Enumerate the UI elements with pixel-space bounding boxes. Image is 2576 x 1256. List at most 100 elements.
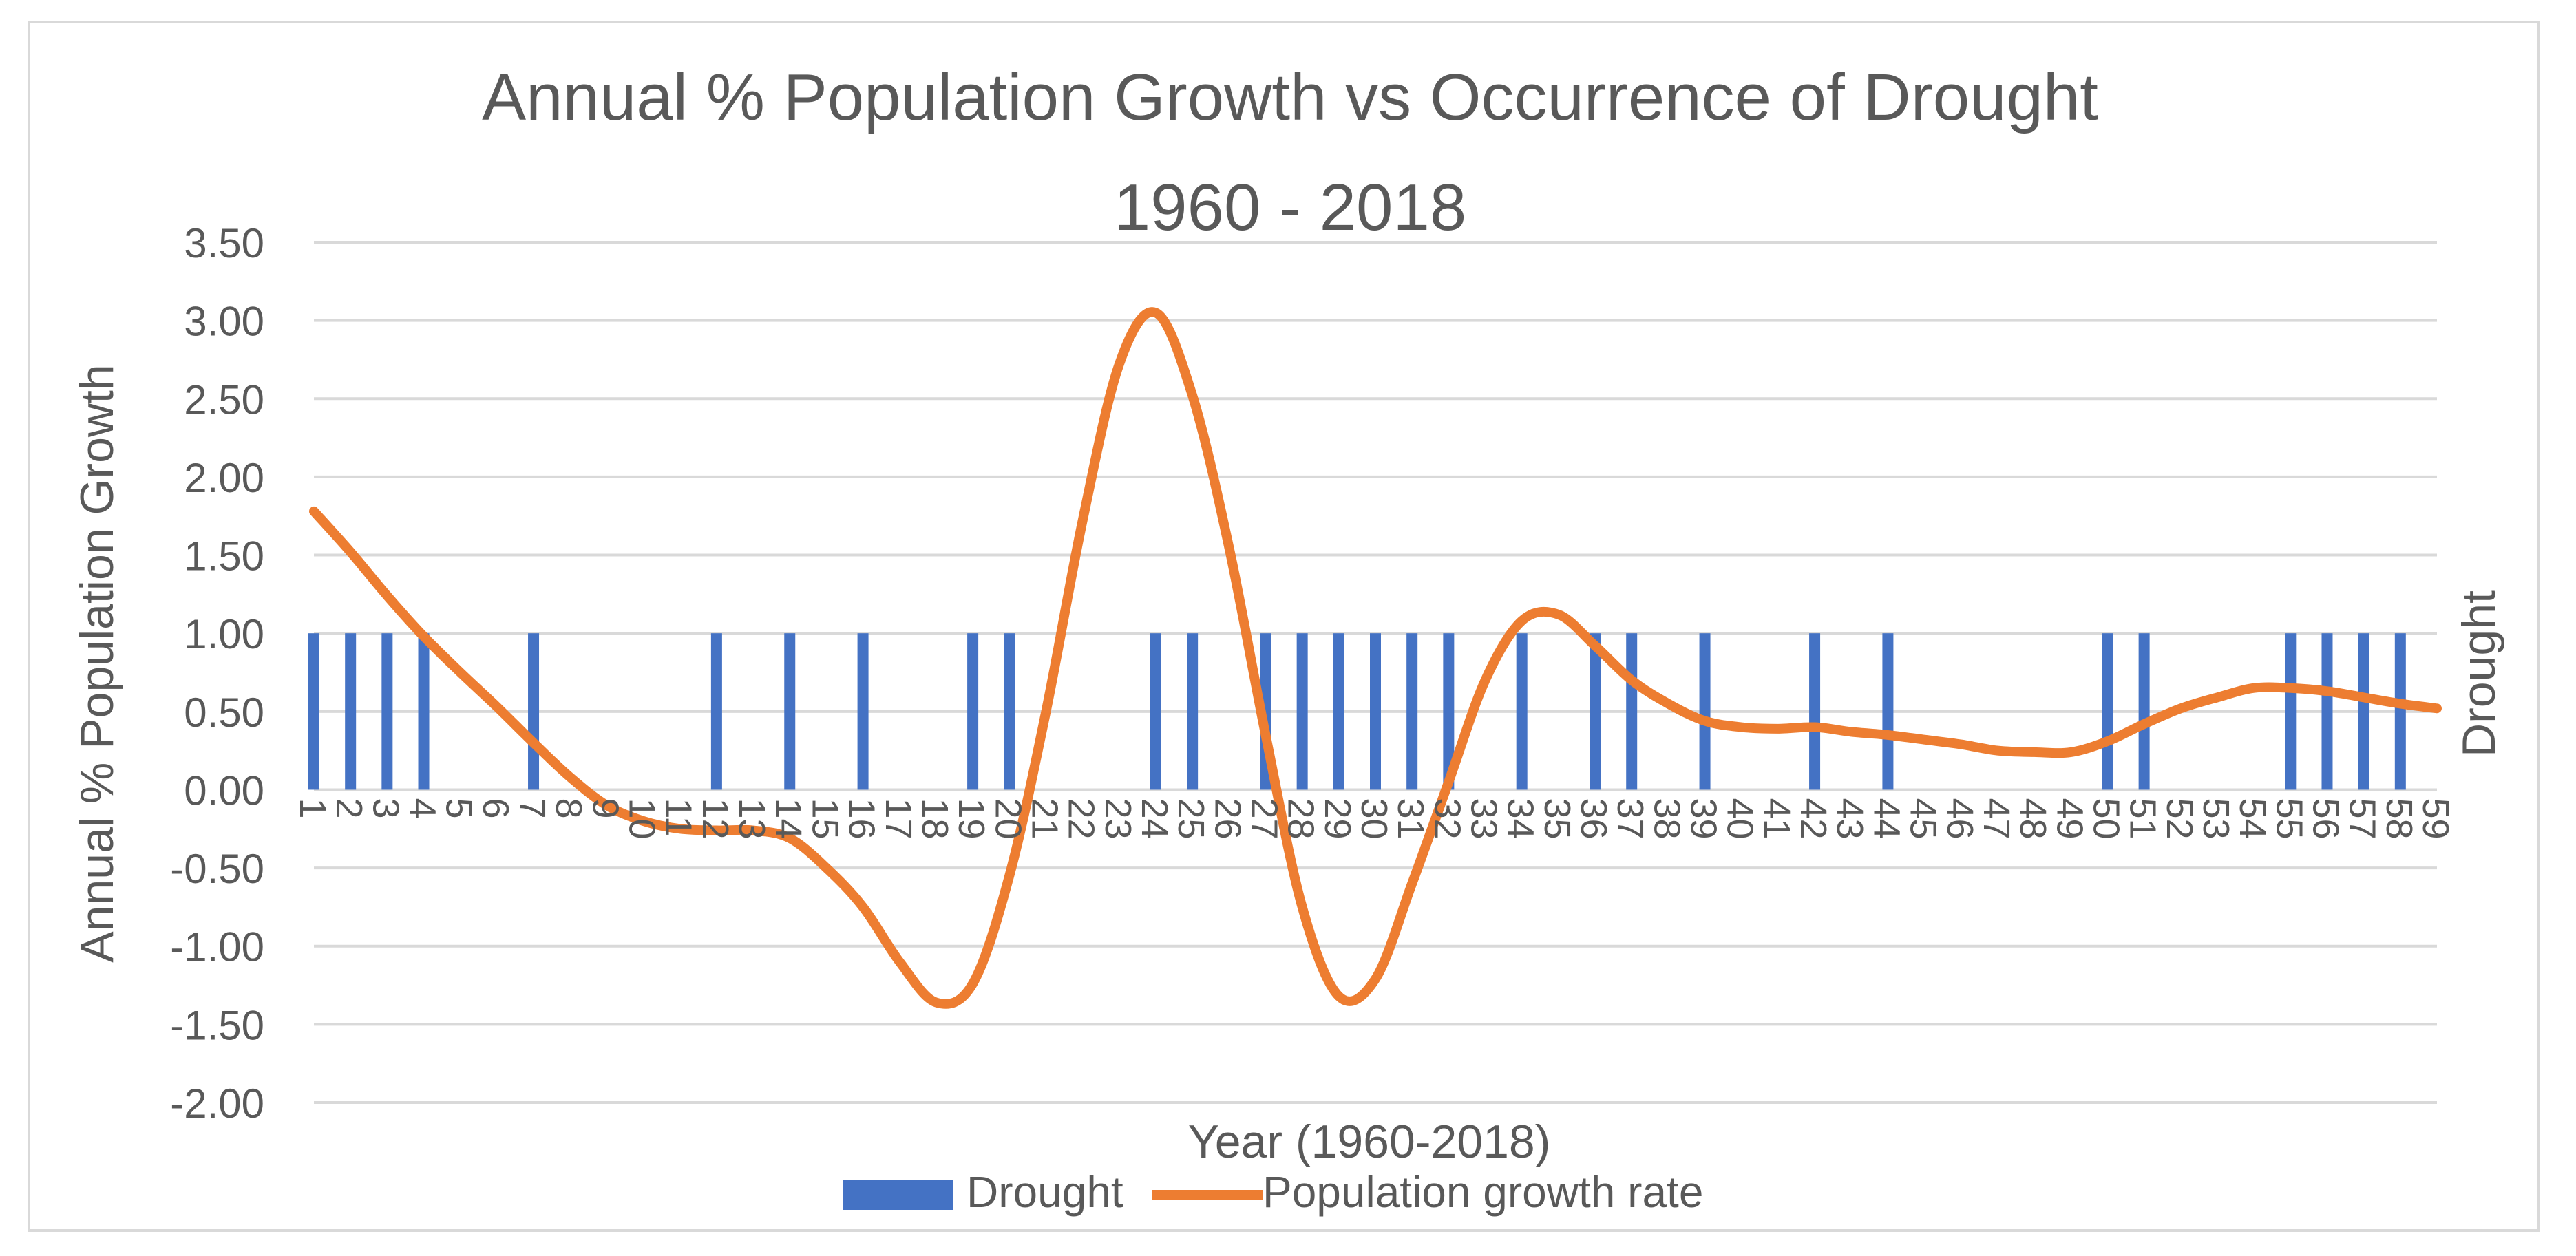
drought-bar [1370,633,1381,790]
drought-bar [2138,633,2150,790]
chart-title-line1: Annual % Population Growth vs Occurrence… [482,61,2098,134]
x-tick-label: 36 [1573,798,1614,839]
x-tick-label: 3 [365,798,406,818]
x-tick-label: 26 [1207,798,1248,839]
x-tick-label: 32 [1426,798,1468,839]
drought-bar [857,633,869,790]
drought-bar [1699,633,1711,790]
x-tick-label: 21 [1024,798,1065,839]
x-tick-label: 23 [1097,798,1139,839]
drought-bar [1150,633,1161,790]
drought-bar [2394,633,2406,790]
x-tick-label: 39 [1683,798,1724,839]
y-axis-tick-labels: 3.50 3.00 2.50 2.00 1.50 1.00 0.50 0.00 -0.50 -1.… [170,220,264,1127]
x-tick-label: 5 [439,798,480,818]
y-axis-label: Annual % Population Growth [71,364,123,962]
x-tick-label: 50 [2085,798,2126,839]
x-tick-label: 4 [402,798,443,818]
x-tick-label: 57 [2342,798,2383,839]
legend-label-population-growth: Population growth rate [1263,1167,1703,1217]
x-tick-label: 20 [987,798,1028,839]
population-growth-line-group [309,307,2442,1009]
y-tick-label: -2.00 [170,1081,264,1127]
drought-bar [1882,633,1894,790]
x-tick-label: 27 [1243,798,1285,839]
x-tick-label: 41 [1756,798,1797,839]
drought-bar [1516,633,1528,790]
y-tick-label: 1.50 [184,533,264,579]
x-tick-label: 34 [1500,798,1541,839]
y-tick-label: -1.50 [170,1002,264,1048]
drought-bar [418,633,430,790]
legend: Drought Population growth rate [843,1167,1703,1217]
y-tick-label: 0.00 [184,767,264,813]
x-tick-label: 37 [1609,798,1651,839]
x-axis-label: Year (1960-2018) [1188,1116,1551,1168]
drought-bar [2102,633,2113,790]
drought-bar [1443,633,1455,790]
x-tick-label: 54 [2232,798,2273,839]
y-tick-label: -1.00 [170,924,264,970]
x-tick-label: 40 [1720,798,1761,839]
drought-bar [967,633,979,790]
x-tick-label: 6 [475,798,516,818]
drought-bar [1626,633,1638,790]
population-growth-line [309,307,2442,1009]
x-tick-label: 2 [328,798,370,818]
x-tick-label: 33 [1464,798,1505,839]
secondary-axis-label: Drought [2453,590,2505,757]
y-tick-label: 2.50 [184,376,264,423]
y-tick-label: 3.50 [184,220,264,266]
x-tick-label: 11 [658,798,699,836]
x-tick-label: 42 [1793,798,1834,839]
x-tick-label: 9 [584,798,626,818]
x-tick-label: 35 [1537,798,1578,839]
x-tick-label: 16 [841,798,883,839]
x-tick-label: 59 [2415,798,2456,839]
chart-title-line2: 1960 - 2018 [1114,171,1466,244]
x-tick-label: 52 [2159,798,2200,839]
drought-bar [1590,633,1601,790]
x-tick-label: 1 [292,798,333,818]
x-tick-label: 8 [548,798,589,818]
legend-swatch-drought [843,1180,953,1210]
y-tick-label: 1.00 [184,611,264,657]
drought-bar [1406,633,1418,790]
x-tick-label: 31 [1390,798,1431,839]
drought-bar [710,633,722,790]
x-tick-label: 45 [1903,798,1944,839]
chart-area: Annual % Population Growth vs Occurrence… [28,21,2540,1232]
chart-svg: Annual % Population Growth vs Occurrence… [71,61,2505,1217]
x-tick-label: 28 [1280,798,1322,839]
x-tick-label: 25 [1170,798,1212,839]
x-tick-label: 43 [1829,798,1870,839]
x-tick-label: 48 [2012,798,2054,839]
y-tick-label: -0.50 [170,846,264,892]
x-tick-label: 55 [2268,798,2310,839]
drought-bars [308,633,2406,790]
drought-bar [345,633,357,790]
x-axis-tick-labels: 1234567891011121314151617181920212223242… [292,798,2456,839]
drought-bar [1809,633,1821,790]
x-tick-label: 56 [2305,798,2346,839]
drought-bar [1187,633,1199,790]
x-tick-label: 13 [731,798,772,839]
x-tick-label: 29 [1317,798,1358,839]
drought-bar [528,633,540,790]
x-tick-label: 58 [2378,798,2420,839]
x-tick-label: 10 [622,798,663,839]
x-tick-label: 47 [1976,798,2017,839]
x-tick-label: 51 [2122,798,2164,839]
x-tick-label: 49 [2049,798,2090,839]
y-tick-label: 0.50 [184,690,264,736]
drought-bar [2358,633,2369,790]
y-tick-label: 3.00 [184,299,264,345]
x-tick-label: 15 [804,798,845,839]
x-tick-label: 14 [768,798,809,839]
x-tick-label: 38 [1646,798,1687,839]
drought-bar [1333,633,1344,790]
drought-bar [2321,633,2333,790]
legend-label-drought: Drought [967,1167,1123,1217]
x-tick-label: 44 [1866,798,1907,839]
y-tick-label: 2.00 [184,455,264,501]
